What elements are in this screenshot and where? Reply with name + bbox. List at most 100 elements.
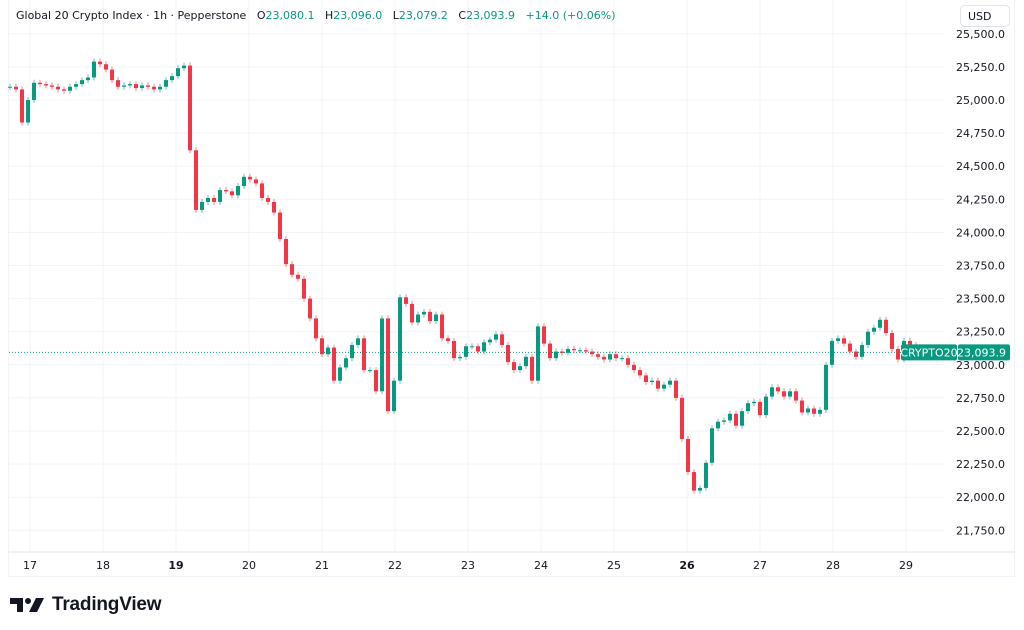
candle-down bbox=[632, 364, 636, 371]
candle-up bbox=[164, 80, 168, 87]
candle-up bbox=[740, 411, 744, 426]
high-value: 23,096.0 bbox=[333, 9, 383, 22]
candle-down bbox=[224, 190, 228, 192]
candle-down bbox=[152, 86, 156, 90]
candle-down bbox=[596, 354, 600, 357]
candle-up bbox=[746, 403, 750, 412]
candle-down bbox=[14, 86, 18, 90]
y-tick-label: 24,250.0 bbox=[956, 193, 1005, 206]
candle-up bbox=[830, 340, 834, 365]
candle-up bbox=[392, 380, 396, 412]
candle-down bbox=[110, 69, 114, 81]
candle-down bbox=[278, 212, 282, 240]
candle-down bbox=[776, 387, 780, 392]
candle-down bbox=[20, 89, 24, 123]
candle-down bbox=[404, 297, 408, 304]
candle-down bbox=[692, 472, 696, 491]
candle-up bbox=[866, 331, 870, 345]
last-price-tag bbox=[958, 344, 1010, 361]
x-tick-label: 29 bbox=[899, 559, 913, 572]
candle-up bbox=[824, 364, 828, 410]
candle-up bbox=[494, 334, 498, 340]
y-tick-label: 23,000.0 bbox=[956, 359, 1005, 372]
x-tick-label: 26 bbox=[679, 559, 695, 572]
candle-up bbox=[344, 358, 348, 368]
candle-up bbox=[788, 391, 792, 397]
candle-down bbox=[146, 85, 150, 87]
price-chart[interactable]: 25,500.0 25,250.0 25,000.0 24,750.0 24,500.0… bbox=[0, 0, 1024, 580]
candle-up bbox=[488, 339, 492, 343]
x-tick-label: 22 bbox=[388, 559, 402, 572]
open-label: O bbox=[256, 9, 266, 22]
candle-up bbox=[8, 86, 12, 88]
candle-down bbox=[332, 347, 336, 381]
candle-down bbox=[260, 183, 264, 198]
symbol-title[interactable]: Global 20 Crypto Index · 1h · Pepperston… bbox=[16, 9, 247, 22]
candle-up bbox=[170, 76, 174, 81]
candle-up bbox=[458, 356, 462, 359]
candle-down bbox=[896, 348, 900, 360]
candle-up bbox=[26, 100, 30, 123]
candle-up bbox=[434, 314, 438, 322]
candle-up bbox=[770, 387, 774, 397]
candle-down bbox=[374, 370, 378, 392]
x-tick-label: 17 bbox=[23, 559, 37, 572]
candle-down bbox=[62, 89, 66, 91]
candle-up bbox=[86, 77, 90, 81]
candle-up bbox=[722, 420, 726, 422]
y-tick-label: 24,000.0 bbox=[956, 226, 1005, 239]
candle-down bbox=[98, 61, 102, 65]
candle-down bbox=[134, 84, 138, 89]
candle-down bbox=[572, 348, 576, 351]
candle-up bbox=[338, 367, 342, 381]
candle-up bbox=[182, 65, 186, 69]
candle-up bbox=[422, 311, 426, 315]
candle-down bbox=[38, 82, 42, 85]
candle-up bbox=[536, 326, 540, 381]
tradingview-logo-icon bbox=[10, 598, 44, 612]
candle-up bbox=[380, 318, 384, 392]
x-tick-label: 21 bbox=[315, 559, 329, 572]
candle-down bbox=[320, 338, 324, 355]
candle-down bbox=[266, 197, 270, 202]
candle-down bbox=[614, 354, 618, 359]
candle-up bbox=[872, 327, 876, 332]
candle-down bbox=[284, 239, 288, 265]
candle-up bbox=[242, 176, 246, 187]
candle-down bbox=[842, 338, 846, 344]
candle-up bbox=[236, 186, 240, 196]
candle-up bbox=[32, 82, 36, 100]
x-tick-label: 24 bbox=[534, 559, 548, 572]
y-tick-label: 25,000.0 bbox=[956, 94, 1005, 107]
candle-up bbox=[206, 197, 210, 202]
candle-up bbox=[122, 85, 126, 87]
candle-down bbox=[548, 343, 552, 359]
candle-up bbox=[806, 408, 810, 413]
candle-up bbox=[764, 396, 768, 416]
candle-down bbox=[56, 86, 60, 90]
candle-up bbox=[200, 201, 204, 210]
candle-down bbox=[644, 375, 648, 383]
candle-up bbox=[398, 297, 402, 381]
candle-up bbox=[140, 85, 144, 89]
currency-button[interactable]: USD bbox=[960, 5, 1010, 27]
candle-down bbox=[782, 391, 786, 397]
candle-down bbox=[908, 340, 912, 345]
candle-up bbox=[464, 346, 468, 357]
tradingview-logo[interactable]: TradingView bbox=[10, 594, 162, 616]
candle-down bbox=[890, 333, 894, 349]
candle-down bbox=[302, 278, 306, 299]
candle-up bbox=[158, 86, 162, 90]
low-label: L bbox=[392, 9, 399, 22]
candle-up bbox=[728, 413, 732, 421]
candle-down bbox=[254, 179, 258, 184]
y-tick-label: 25,250.0 bbox=[956, 61, 1005, 74]
candle-down bbox=[308, 298, 312, 319]
candle-up bbox=[326, 347, 330, 355]
candle-down bbox=[590, 351, 594, 355]
y-tick-label: 22,000.0 bbox=[956, 491, 1005, 504]
candle-up bbox=[662, 384, 666, 389]
y-tick-label: 25,500.0 bbox=[956, 28, 1005, 41]
candle-down bbox=[314, 318, 318, 339]
candle-up bbox=[608, 354, 612, 360]
